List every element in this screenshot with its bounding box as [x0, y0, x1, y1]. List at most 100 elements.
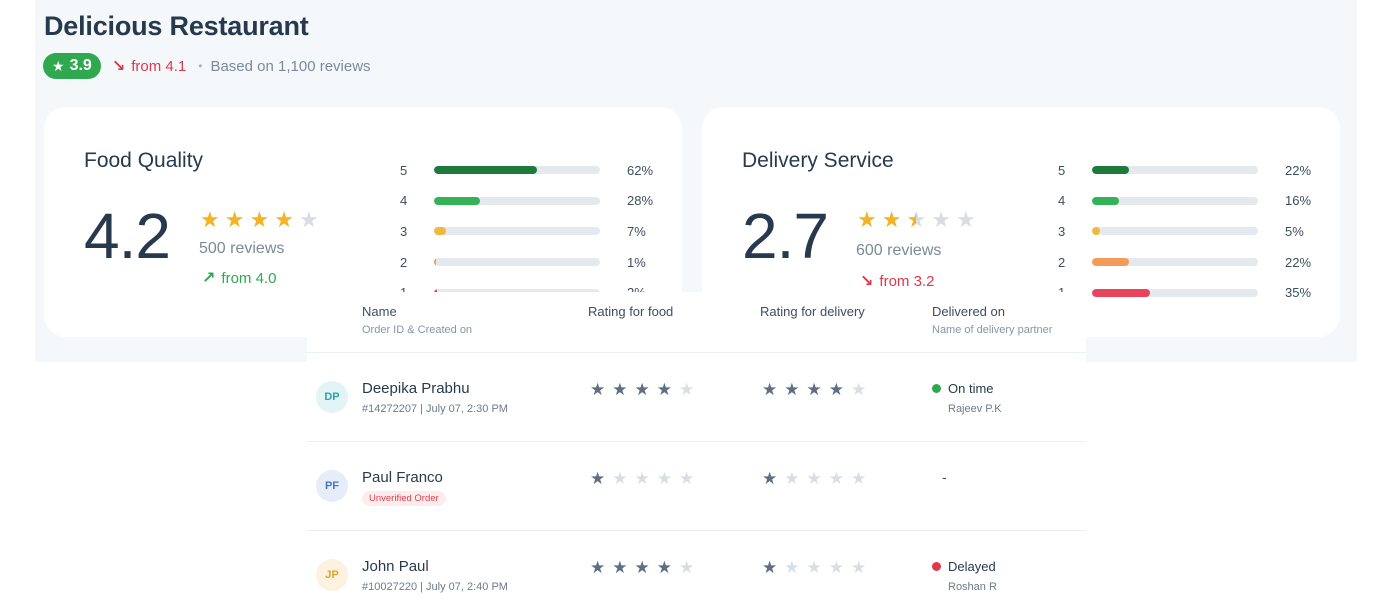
- header-divider: [307, 352, 1086, 353]
- star-filled-icon: ★: [762, 469, 778, 488]
- star-empty-icon: ★: [784, 558, 800, 577]
- distribution-star-label: 3: [400, 223, 408, 239]
- star-empty-icon: ★: [679, 380, 695, 399]
- card-stars: ★ ★ ★ ★ ★: [857, 207, 976, 233]
- star-empty-icon: ★: [656, 469, 672, 488]
- table-row[interactable]: DP Deepika Prabhu #14272207 | July 07, 2:3…: [307, 353, 1086, 441]
- empty-delivery-status: -: [942, 469, 947, 485]
- star-empty-icon: ★: [612, 469, 628, 488]
- order-meta: #10027220 | July 07, 2:40 PM: [362, 581, 508, 593]
- star-empty-icon: ★: [806, 558, 822, 577]
- avatar: PF: [316, 470, 348, 502]
- trend-up-arrow-icon: ↗: [202, 270, 216, 287]
- customer-name[interactable]: Deepika Prabhu: [362, 380, 470, 397]
- card-reviews-count: 500 reviews: [199, 240, 285, 257]
- star-filled-icon: ★: [612, 380, 628, 399]
- delivery-partner: Rajeev P.K: [948, 403, 1002, 415]
- distribution-bar-track: [1092, 227, 1258, 236]
- unverified-order-badge: Unverified Order: [362, 491, 446, 506]
- column-header-delivery-rating[interactable]: Rating for delivery: [760, 304, 865, 319]
- card-trend-text: from 3.2: [879, 272, 935, 290]
- distribution-star-label: 4: [1058, 193, 1066, 209]
- star-filled-icon: ★: [590, 380, 606, 399]
- reviews-table: Name Order ID & Created on Rating for fo…: [307, 292, 1086, 616]
- distribution-bar-track: [434, 258, 600, 267]
- distribution-star-label: 2: [1058, 254, 1066, 270]
- status-dot-icon: [932, 562, 941, 571]
- delivery-status: Delayed: [932, 559, 996, 574]
- card-score: 2.7: [742, 200, 829, 272]
- distribution-row: 135%: [1058, 277, 1338, 308]
- star-empty-icon: ★: [955, 207, 976, 232]
- distribution-row: 5 22%: [1058, 155, 1338, 186]
- column-header-name[interactable]: Name Order ID & Created on: [362, 304, 473, 336]
- distribution-row: 4 16%: [1058, 186, 1338, 217]
- distribution-bar-track: [1092, 258, 1258, 267]
- delivery-status-text: Delayed: [948, 559, 996, 574]
- card-reviews-count: 600 reviews: [856, 242, 942, 259]
- food-rating-stars: ★ ★ ★ ★ ★: [590, 558, 694, 578]
- avatar: DP: [316, 381, 348, 413]
- table-row[interactable]: JP John Paul #10027220 | July 07, 2:40 PM ★…: [307, 531, 1086, 616]
- distribution-bar-track: [434, 196, 600, 205]
- distribution-star-label: 4: [400, 193, 408, 209]
- distribution-bar-track: [1092, 288, 1258, 297]
- distribution-bar-fill: [434, 227, 446, 236]
- card-trend-text: from 4.0: [221, 269, 277, 287]
- star-filled-icon: ★: [612, 558, 628, 577]
- card-title: Food Quality: [84, 149, 204, 172]
- star-filled-icon: ★: [656, 380, 672, 399]
- distribution-percent: 7%: [627, 223, 646, 239]
- distribution-bar-fill: [1092, 258, 1129, 267]
- distribution-percent: 28%: [627, 193, 654, 209]
- distribution-percent: 22%: [1285, 162, 1312, 178]
- food-rating-stars: ★ ★ ★ ★ ★: [590, 469, 694, 489]
- distribution-row: 2 1%: [400, 247, 680, 278]
- star-filled-icon: ★: [274, 207, 294, 232]
- trend-down-arrow-icon: ↘: [860, 273, 874, 290]
- star-filled-icon: ★: [656, 558, 672, 577]
- column-header-delivered-on[interactable]: Delivered on Name of delivery partner: [932, 304, 1053, 336]
- distribution-star-label: 5: [1058, 162, 1066, 178]
- distribution-star-label: 2: [400, 254, 408, 270]
- star-filled-icon: ★: [249, 207, 270, 232]
- rating-distribution: 562%428%37%21%12%: [400, 155, 680, 308]
- star-empty-icon: ★: [828, 469, 844, 488]
- column-header-food-rating[interactable]: Rating for food: [588, 304, 674, 319]
- distribution-row: 2 22%: [1058, 247, 1338, 278]
- card-trend: ↗ from 4.0: [202, 268, 276, 288]
- delivery-rating-stars: ★ ★ ★ ★ ★: [762, 380, 866, 400]
- star-filled-icon: ★: [828, 380, 844, 399]
- delivery-rating-stars: ★ ★ ★ ★ ★: [762, 469, 866, 489]
- table-row[interactable]: PF Paul Franco Unverified Order ★ ★ ★ ★ ★ ★ ★ ★ ★ ★ -: [307, 442, 1086, 530]
- star-filled-icon: ★: [224, 207, 245, 232]
- distribution-bar-fill: [434, 258, 436, 267]
- star-icon: ★: [52, 57, 65, 74]
- distribution-percent: 5%: [1285, 223, 1304, 239]
- customer-name[interactable]: Paul Franco: [362, 469, 443, 486]
- trend-down-arrow-icon: ↘: [111, 58, 126, 75]
- distribution-row: 3 7%: [400, 216, 680, 247]
- distribution-bar-fill: [434, 196, 481, 205]
- overall-trend-text: from 4.1: [131, 57, 187, 75]
- restaurant-name: Delicious Restaurant: [44, 11, 309, 41]
- card-score: 4.2: [84, 200, 171, 272]
- distribution-percent: 35%: [1285, 285, 1312, 301]
- distribution-bar-track: [434, 166, 600, 175]
- star-empty-icon: ★: [806, 469, 822, 488]
- star-empty-icon: ★: [851, 558, 867, 577]
- star-filled-icon: ★: [762, 558, 778, 577]
- rating-distribution: 5 22% 416% 35% 2 22% 135%: [1058, 155, 1338, 308]
- delivery-status: On time: [932, 381, 994, 396]
- status-dot-icon: [932, 384, 941, 393]
- overall-rating-value: 3.9: [69, 57, 92, 74]
- distribution-bar-track: [434, 227, 600, 236]
- distribution-percent: 22%: [1285, 254, 1312, 270]
- distribution-bar-fill: [1092, 227, 1101, 236]
- star-filled-icon: ★: [806, 380, 822, 399]
- overall-rating-badge: ★ 3.9: [43, 53, 101, 79]
- customer-name[interactable]: John Paul: [362, 558, 429, 575]
- distribution-row: 4 28%: [400, 186, 680, 217]
- star-filled-icon: ★: [590, 558, 606, 577]
- star-filled-icon: ★: [590, 469, 606, 488]
